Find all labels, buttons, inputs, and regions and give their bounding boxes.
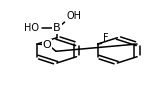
Text: B: B <box>53 23 61 33</box>
Text: OH: OH <box>67 11 82 21</box>
Text: O: O <box>43 40 51 50</box>
Text: HO: HO <box>24 23 39 33</box>
Text: F: F <box>103 33 109 43</box>
